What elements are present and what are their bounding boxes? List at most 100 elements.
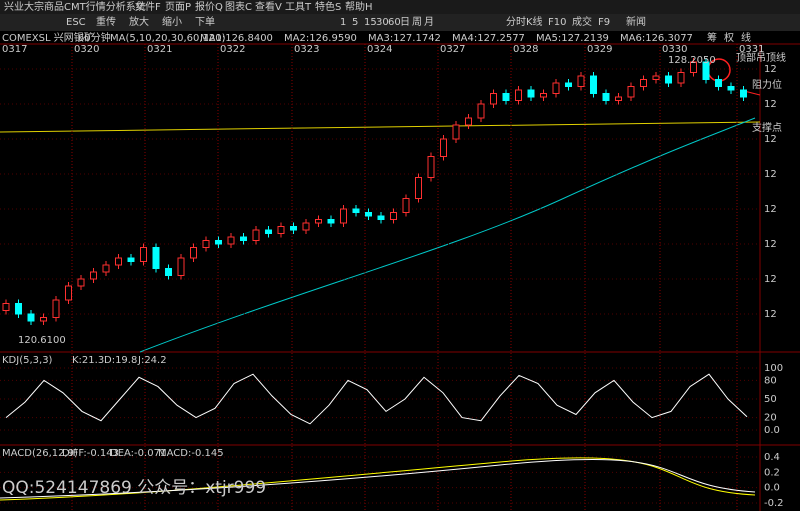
date-label: 0331 [739, 44, 764, 55]
candle [90, 271, 97, 280]
side-button[interactable]: 筹 [707, 31, 717, 44]
period-button[interactable]: 日 [400, 17, 410, 28]
candle [277, 226, 285, 234]
period-button[interactable]: 1 [340, 17, 346, 28]
toolbar-button[interactable]: 放大 [129, 15, 149, 28]
candle [365, 212, 372, 217]
toolbar-button[interactable]: K线 [526, 15, 543, 28]
side-button[interactable]: 线 [741, 31, 751, 44]
candle [140, 247, 147, 262]
menu-item[interactable]: 帮助H [345, 0, 373, 13]
date-label: 0327 [440, 44, 465, 55]
macd-tick-label: 0.4 [764, 452, 780, 463]
toolbar-button[interactable]: 下单 [195, 16, 215, 28]
date-label: 0328 [513, 44, 538, 55]
kdj-params: KDJ(5,3,3) [2, 355, 53, 366]
candle [577, 75, 585, 87]
kdj-d: D:19.8 [104, 355, 137, 366]
menu-item[interactable]: 工具T [285, 1, 312, 13]
toolbar-button[interactable]: 重传 [96, 15, 116, 28]
annotation: 顶部吊顶线 [736, 51, 786, 64]
date-label: 0322 [220, 44, 245, 55]
candle [465, 117, 472, 126]
candle [740, 89, 747, 98]
candle [215, 240, 222, 245]
side-button[interactable]: 权 [724, 31, 734, 44]
menu-item[interactable]: 文件F [135, 0, 161, 13]
candle [477, 103, 485, 119]
price-tick-label: 12 [764, 134, 777, 145]
app-title: 兴业大宗商品CMT行情分析系统 [4, 0, 146, 13]
kdj-k-line [5, 373, 748, 425]
candle [590, 75, 597, 94]
candle [315, 219, 322, 224]
candle [552, 82, 560, 94]
toolbar-button[interactable]: 成交 [572, 15, 592, 28]
macd-line [0, 458, 756, 499]
candle [677, 72, 685, 84]
candle [427, 156, 435, 178]
candle [65, 285, 72, 301]
ma-value: MA2:126.9590 [284, 33, 357, 44]
date-label: 0317 [2, 44, 27, 55]
candle [302, 222, 310, 231]
candle [190, 247, 197, 259]
period-button[interactable]: 15 [364, 17, 377, 28]
macd-value: MACD:-0.145 [158, 448, 224, 459]
date-label: 0321 [147, 44, 172, 55]
period-button[interactable]: 周 [412, 16, 422, 28]
kdj-tick-label: 0.0 [764, 425, 780, 436]
period-button[interactable]: 5 [352, 17, 358, 28]
candle [252, 229, 260, 241]
candle [52, 299, 60, 318]
toolbar-button[interactable]: 缩小 [162, 15, 182, 28]
period-button[interactable]: 月 [424, 16, 434, 28]
candle [340, 208, 347, 224]
ma-params: MA(5,10,20,30,60,120) [110, 33, 226, 44]
candle [490, 93, 497, 105]
candle [227, 236, 235, 245]
menu-item[interactable]: 查看V [255, 0, 282, 13]
date-label: 0329 [587, 44, 612, 55]
kdj-j: J:24.2 [137, 355, 167, 366]
candle [290, 226, 297, 231]
toolbar-button[interactable]: 新闻 [626, 15, 646, 28]
candle [40, 317, 47, 322]
menu-item[interactable]: 页面P [165, 1, 191, 13]
ma-line [139, 117, 756, 353]
candle [327, 219, 335, 224]
candle [102, 264, 110, 273]
candle [390, 212, 397, 220]
annotation: 支撑点 [752, 121, 782, 134]
candle [27, 313, 35, 322]
price-tick-label: 12 [764, 99, 777, 110]
price-tick-label: 12 [764, 64, 777, 75]
candle [502, 93, 510, 101]
candle [77, 278, 85, 287]
toolbar-button[interactable]: 分时 [506, 16, 526, 28]
kdj-tick-label: 80 [764, 375, 777, 386]
ma-value: MA3:127.1742 [368, 33, 441, 44]
period: 60分钟 [78, 31, 111, 44]
toolbar-button[interactable]: F9 [598, 17, 610, 28]
price-tick-label: 12 [764, 239, 777, 250]
candle [615, 96, 622, 101]
candle [240, 236, 247, 241]
period-button[interactable]: 60 [388, 17, 401, 28]
kdj-tick-label: 20 [764, 413, 777, 424]
price-tick-label: 12 [764, 309, 777, 320]
period-button[interactable]: 30 [376, 17, 389, 28]
candle [715, 79, 722, 87]
candle [652, 75, 660, 80]
menu-item[interactable]: 报价Q [195, 0, 223, 13]
macd-params: MACD(26,12,9) [2, 448, 78, 459]
menu-item[interactable]: 特色S [315, 0, 341, 13]
toolbar-button[interactable]: ESC [66, 17, 86, 28]
candle [527, 89, 535, 98]
menu-item[interactable]: 图表C [225, 0, 252, 13]
toolbar-button[interactable]: F10 [548, 17, 566, 28]
candle [690, 61, 697, 73]
candle [402, 198, 410, 213]
kdj-tick-label: 100 [764, 363, 783, 374]
